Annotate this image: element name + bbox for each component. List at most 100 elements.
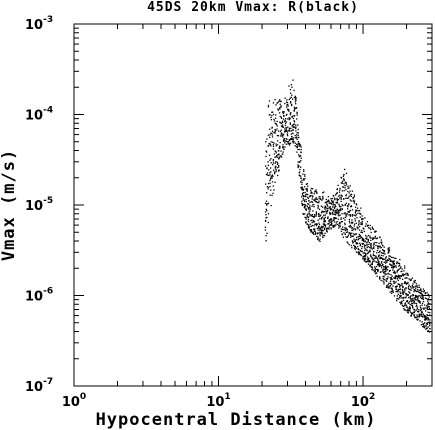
data-point bbox=[350, 200, 352, 202]
data-point bbox=[299, 171, 301, 173]
data-point bbox=[410, 302, 413, 304]
data-point bbox=[357, 212, 359, 215]
data-point bbox=[328, 228, 330, 230]
data-point bbox=[296, 146, 298, 149]
data-point bbox=[303, 179, 305, 181]
data-point bbox=[275, 117, 277, 119]
data-point bbox=[330, 199, 333, 202]
data-point bbox=[305, 183, 308, 185]
data-point bbox=[359, 244, 362, 246]
data-point bbox=[387, 266, 389, 268]
data-point bbox=[276, 120, 278, 123]
data-point bbox=[333, 203, 335, 206]
data-point bbox=[395, 291, 397, 293]
data-point bbox=[297, 128, 299, 131]
data-point bbox=[352, 235, 354, 237]
data-point bbox=[266, 203, 268, 205]
data-point bbox=[381, 252, 384, 254]
data-point bbox=[270, 189, 272, 191]
data-point bbox=[395, 287, 397, 289]
data-point bbox=[405, 293, 408, 295]
data-point bbox=[363, 239, 365, 241]
data-point bbox=[358, 253, 360, 255]
data-point bbox=[281, 133, 283, 135]
y-tick-labels: 10-710-610-510-410-3 bbox=[25, 15, 53, 395]
data-point bbox=[415, 305, 417, 307]
data-point bbox=[406, 300, 408, 303]
data-point bbox=[324, 224, 327, 227]
data-point bbox=[396, 275, 398, 277]
data-point bbox=[319, 218, 321, 220]
data-point bbox=[385, 270, 387, 273]
data-point bbox=[391, 292, 393, 295]
data-point bbox=[382, 263, 384, 266]
data-point bbox=[370, 255, 372, 257]
data-point bbox=[270, 158, 272, 160]
data-point bbox=[398, 262, 401, 265]
data-point bbox=[342, 236, 344, 238]
data-point bbox=[309, 215, 311, 217]
data-point bbox=[276, 163, 279, 165]
data-point bbox=[278, 147, 280, 149]
data-point bbox=[355, 213, 357, 216]
data-point bbox=[391, 266, 393, 268]
data-point bbox=[319, 215, 321, 217]
data-point bbox=[300, 148, 302, 151]
data-point bbox=[426, 318, 428, 320]
data-point bbox=[307, 196, 309, 199]
data-point bbox=[423, 319, 426, 321]
data-point bbox=[310, 229, 312, 231]
data-point bbox=[306, 188, 308, 191]
data-point bbox=[418, 291, 420, 294]
data-point bbox=[264, 220, 267, 222]
data-point bbox=[291, 138, 293, 141]
data-point bbox=[297, 132, 299, 134]
data-point bbox=[370, 228, 372, 231]
data-point bbox=[310, 192, 312, 194]
data-point bbox=[267, 161, 269, 163]
data-point bbox=[358, 249, 360, 251]
data-point bbox=[340, 218, 342, 220]
data-point bbox=[269, 159, 271, 161]
data-point bbox=[345, 213, 347, 215]
data-point bbox=[329, 213, 332, 216]
data-point bbox=[330, 198, 332, 200]
data-point bbox=[264, 202, 267, 204]
data-point bbox=[349, 185, 351, 187]
data-point bbox=[292, 128, 294, 131]
data-point bbox=[381, 241, 383, 243]
data-point bbox=[336, 192, 338, 194]
data-point bbox=[313, 216, 315, 219]
data-point bbox=[272, 160, 275, 162]
data-point bbox=[326, 204, 328, 206]
data-point bbox=[339, 197, 341, 199]
data-point bbox=[371, 261, 374, 263]
data-point bbox=[335, 224, 337, 226]
data-point bbox=[396, 262, 398, 265]
data-point bbox=[271, 126, 273, 128]
data-point bbox=[300, 177, 302, 179]
data-point bbox=[344, 212, 346, 214]
data-point bbox=[382, 249, 384, 252]
data-point bbox=[410, 278, 412, 280]
data-point bbox=[292, 125, 294, 127]
data-point bbox=[281, 146, 284, 148]
data-point bbox=[390, 264, 392, 267]
data-point bbox=[345, 202, 348, 204]
data-point bbox=[365, 235, 367, 237]
data-point bbox=[421, 311, 423, 314]
data-point bbox=[286, 138, 288, 140]
data-point bbox=[292, 137, 294, 139]
data-point bbox=[301, 196, 303, 198]
data-point bbox=[324, 216, 327, 219]
data-point bbox=[275, 155, 278, 157]
data-point bbox=[323, 220, 325, 222]
data-point bbox=[282, 134, 284, 137]
data-point bbox=[357, 224, 360, 226]
x-tick-label: 102 bbox=[351, 392, 375, 410]
data-point bbox=[366, 244, 368, 246]
data-point bbox=[387, 286, 389, 288]
data-point bbox=[380, 279, 382, 282]
data-point bbox=[390, 287, 392, 289]
data-point bbox=[321, 230, 323, 232]
